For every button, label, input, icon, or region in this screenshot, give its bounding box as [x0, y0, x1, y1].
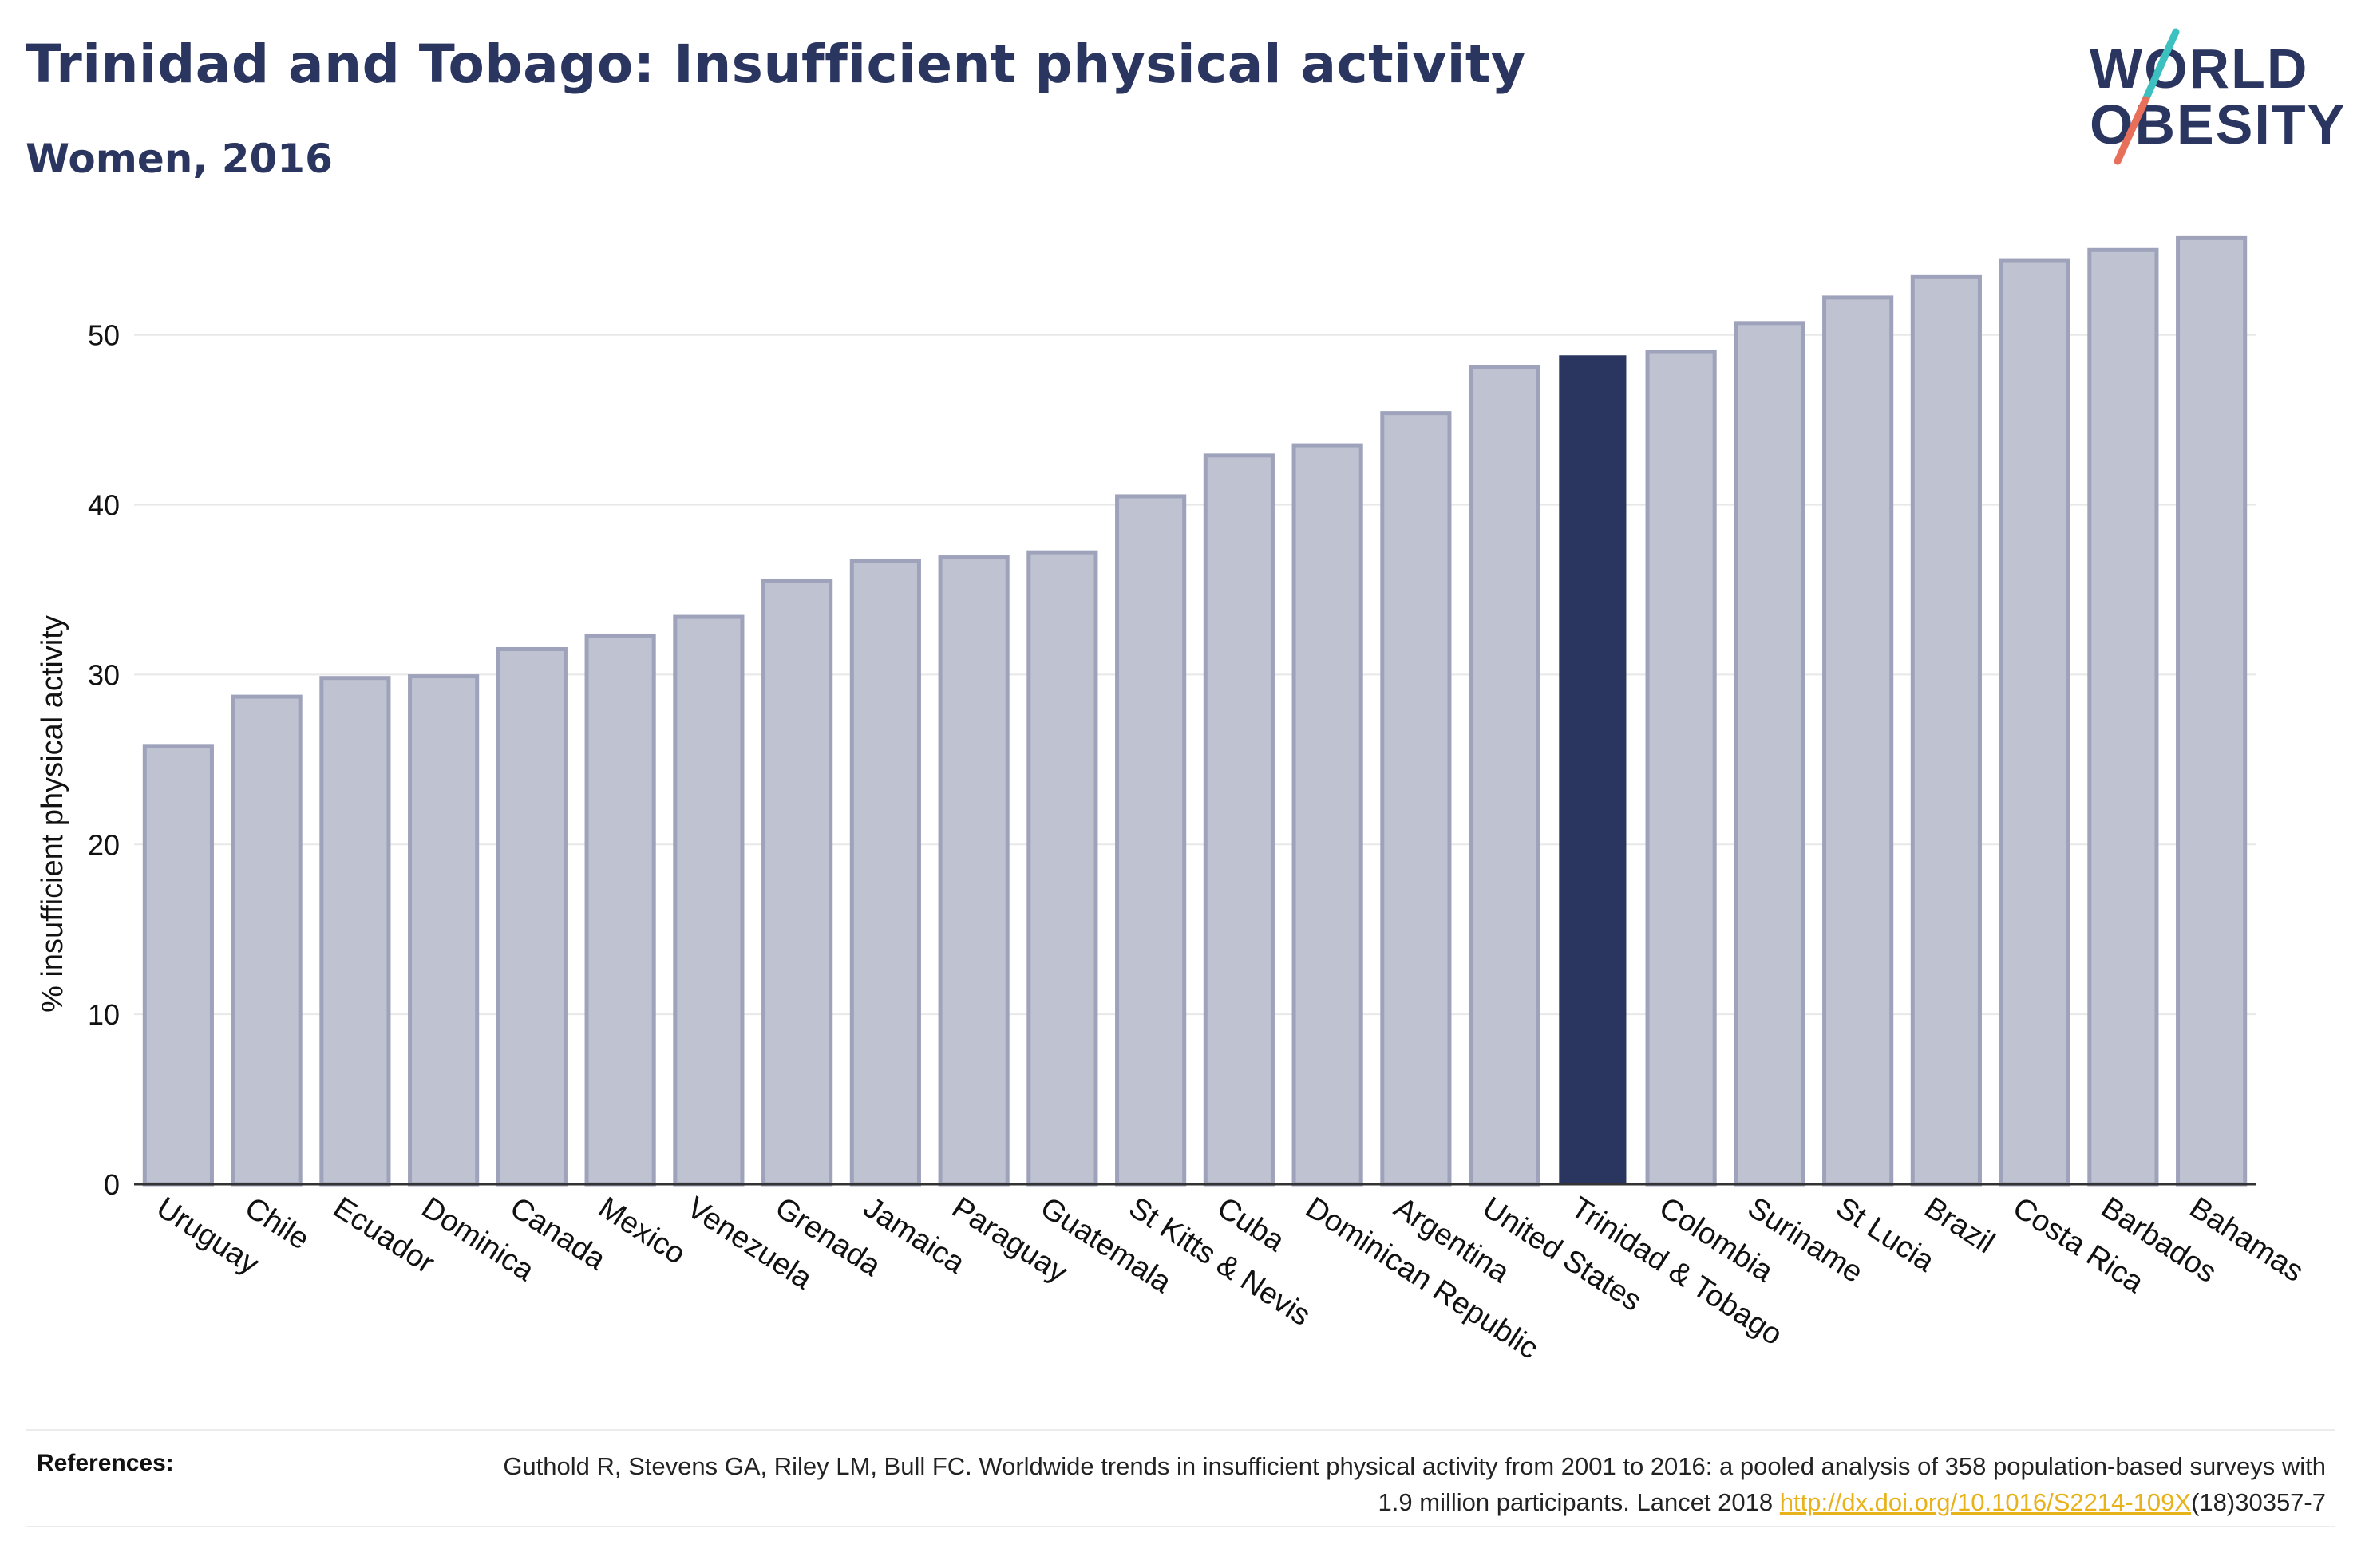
bar	[496, 647, 568, 1187]
y-tick-labels: 0 10 20 30 40 50	[88, 319, 120, 1201]
bar	[1380, 411, 1452, 1187]
x-tick-label: Mexico	[592, 1191, 691, 1271]
bar	[231, 694, 303, 1187]
references-bottom-divider	[26, 1526, 2335, 1527]
bar	[408, 674, 480, 1187]
bar	[1910, 274, 1982, 1187]
bar	[2087, 247, 2159, 1187]
bar	[1645, 350, 1717, 1187]
logo-line-1: WORLD	[2090, 38, 2308, 100]
bar	[1115, 494, 1187, 1187]
bar	[849, 559, 921, 1187]
reference-citation: Guthold R, Stevens GA, Riley LM, Bull FC…	[503, 1452, 2326, 1516]
bar	[938, 555, 1010, 1187]
y-tick-label: 30	[88, 658, 120, 691]
bar	[319, 676, 391, 1187]
references-top-divider	[26, 1429, 2335, 1431]
page-subtitle: Women, 2016	[26, 136, 333, 182]
y-tick-label: 10	[88, 998, 120, 1031]
page-title: Trinidad and Tobago: Insufficient physic…	[26, 34, 1526, 95]
bar	[1291, 443, 1363, 1187]
bar	[1203, 453, 1275, 1187]
bar	[2176, 235, 2248, 1187]
y-tick-label: 20	[88, 828, 120, 861]
bar	[1026, 550, 1098, 1187]
bar	[584, 633, 656, 1187]
world-obesity-logo: WORLD OBESITY	[2090, 28, 2344, 165]
bar	[673, 614, 745, 1187]
bar	[761, 579, 833, 1187]
references-label: References:	[37, 1450, 174, 1476]
bars	[142, 235, 2248, 1187]
bar	[1822, 295, 1894, 1187]
y-tick-label: 40	[88, 489, 120, 522]
bar	[1469, 365, 1540, 1187]
reference-doi-link[interactable]: http://dx.doi.org/10.1016/S2214-109X	[1779, 1488, 2192, 1516]
x-tick-label: Ecuador	[327, 1191, 441, 1280]
y-tick-label: 0	[104, 1168, 120, 1201]
logo-slash-coral	[2114, 96, 2149, 165]
logo-slash-teal	[2142, 28, 2180, 104]
bar	[142, 744, 214, 1187]
bar	[1999, 258, 2070, 1187]
references-text: Guthold R, Stevens GA, Riley LM, Bull FC…	[490, 1448, 2326, 1520]
bar	[1734, 321, 1805, 1187]
bar-highlighted	[1559, 355, 1627, 1185]
y-tick-label: 50	[88, 319, 120, 352]
grid-lines	[134, 334, 2256, 1016]
reference-citation-suffix: (18)30357-7	[2191, 1488, 2326, 1516]
y-axis-label: % insufficient physical activity	[36, 615, 69, 1013]
